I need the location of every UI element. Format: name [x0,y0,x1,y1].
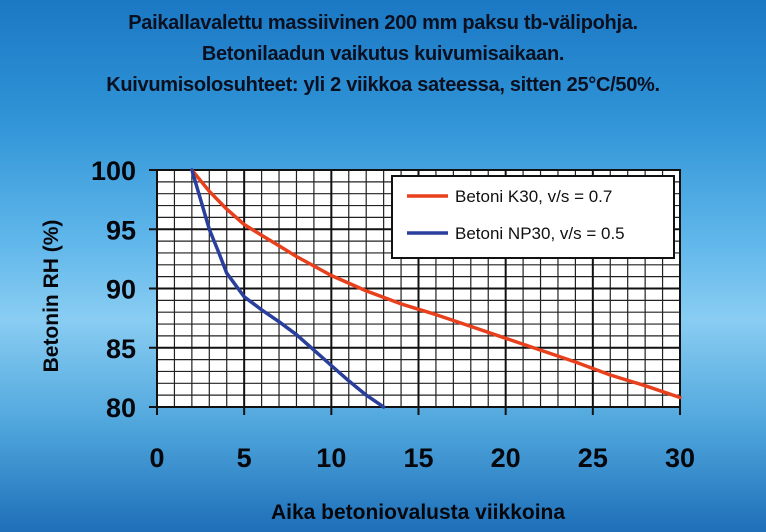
x-tick-label: 10 [316,443,346,473]
x-tick-label: 30 [665,443,695,473]
series-line-np30 [190,168,386,409]
y-tick-label: 80 [106,393,136,423]
legend: Betoni K30, v/s = 0.7 Betoni NP30, v/s =… [391,175,675,259]
y-tick-label: 85 [106,334,136,364]
x-tick-label: 0 [149,443,164,473]
y-tick-label: 100 [91,156,136,186]
y-tick-label: 95 [106,215,136,245]
x-tick-label: 15 [403,443,433,473]
chart-title: Paikallavalettu massiivinen 200 mm paksu… [0,8,766,101]
legend-box [391,175,675,259]
legend-label-k30: Betoni K30, v/s = 0.7 [455,187,612,206]
title-line-2: Betonilaadun vaikutus kuivumisaikaan. [201,43,565,65]
x-tick-label: 20 [491,443,521,473]
series-layer [190,168,682,409]
series-line-k30 [190,168,682,400]
y-axis-label: Betonin RH (%) [40,220,63,373]
y-tick-label: 90 [106,275,136,305]
plot-border [156,169,681,408]
x-tick-label: 25 [578,443,608,473]
x-tick-label: 5 [237,443,252,473]
title-line-1: Paikallavalettu massiivinen 200 mm paksu… [128,12,638,34]
x-axis-label: Aika betoniovalusta viikkoina [271,501,565,524]
tick-labels: 0 5 10 15 20 25 30 100 95 90 85 80 [91,156,695,473]
legend-label-np30: Betoni NP30, v/s = 0.5 [455,224,625,243]
title-line-3: Kuivumisolosuhteet: yli 2 viikkoa satees… [106,74,660,96]
